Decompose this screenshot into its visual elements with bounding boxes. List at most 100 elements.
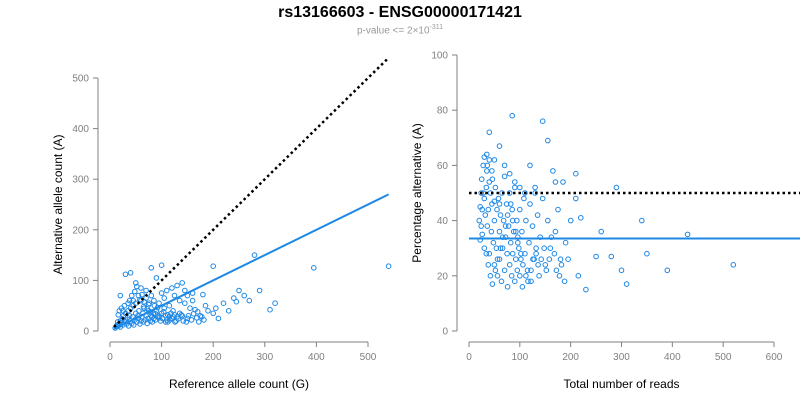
data-point (267, 306, 273, 313)
x-tick-label: 200 (562, 352, 579, 363)
data-point (541, 245, 548, 251)
data-point (121, 302, 128, 309)
data-point (478, 223, 485, 229)
y-tick-label: 300 (72, 175, 89, 186)
chart-title: rs13166603 - ENSG00000171421 (278, 4, 522, 21)
y-tick-label: 0 (83, 327, 89, 338)
data-point (512, 179, 518, 185)
y-tick-label: 40 (437, 216, 449, 227)
data-point (496, 256, 503, 263)
data-point (505, 223, 512, 229)
data-point (478, 190, 485, 196)
data-point (488, 228, 495, 235)
data-point (508, 273, 515, 279)
data-point (496, 228, 503, 235)
data-point (183, 319, 190, 325)
x-tick-label: 400 (664, 352, 681, 363)
data-point (128, 292, 135, 299)
data-point (608, 253, 615, 260)
data-point (533, 245, 539, 251)
data-point (132, 288, 138, 295)
data-point (139, 291, 145, 298)
data-point (205, 308, 211, 314)
x-tick-label: 100 (153, 352, 170, 363)
data-point (556, 273, 563, 279)
data-point (487, 273, 494, 279)
subtitle-exponent: -311 (429, 24, 444, 31)
data-point (644, 250, 650, 257)
y-axis-title: Percentage alternative (A) (410, 123, 424, 262)
data-point (495, 195, 502, 202)
data-point (489, 281, 496, 287)
x-tick-label: 200 (205, 352, 222, 363)
data-point (491, 217, 498, 224)
data-point (557, 256, 564, 263)
data-point (138, 297, 144, 304)
data-point (133, 280, 139, 286)
data-point (481, 245, 488, 251)
data-point (127, 270, 134, 276)
chart-subtitle: p-value <= 2×10-311 (0, 24, 800, 36)
data-point (484, 223, 491, 229)
data-point (516, 245, 522, 251)
data-point (482, 212, 489, 218)
data-point (233, 298, 240, 305)
data-point (492, 267, 499, 274)
data-point (561, 278, 568, 285)
data-point (504, 250, 510, 257)
x-tick-label: 300 (613, 352, 630, 363)
data-point (158, 290, 165, 296)
x-tick-label: 300 (256, 352, 273, 363)
data-point (501, 173, 508, 180)
data-point (543, 267, 550, 274)
data-point (521, 195, 527, 202)
data-point (141, 298, 147, 305)
data-point (179, 313, 185, 319)
data-point (117, 292, 124, 299)
data-point (143, 287, 149, 294)
data-point (525, 278, 531, 285)
data-point (152, 311, 159, 317)
data-point (545, 137, 551, 144)
data-point (479, 231, 486, 238)
data-point (509, 112, 516, 119)
y-tick-label: 20 (437, 271, 449, 282)
data-point (485, 206, 492, 213)
data-point (551, 250, 558, 257)
data-point (522, 190, 528, 196)
data-point (497, 245, 504, 251)
data-point (502, 223, 509, 229)
x-tick-label: 100 (511, 352, 528, 363)
data-point (517, 273, 523, 279)
x-tick-label: 0 (107, 352, 113, 363)
data-point (500, 217, 507, 224)
data-point (169, 285, 175, 291)
data-point (489, 168, 495, 174)
data-point (552, 228, 559, 235)
data-point (156, 300, 162, 307)
data-point (494, 206, 500, 213)
data-point (524, 267, 531, 274)
data-point (539, 195, 546, 202)
data-point (496, 201, 503, 207)
data-point (517, 206, 523, 213)
plot-2: 0 100 200 300 400 500 600 0 20 40 60 80 100 Total num… (410, 51, 800, 391)
data-point (529, 223, 536, 229)
data-point (126, 313, 133, 319)
data-point (523, 273, 529, 279)
data-point (520, 262, 526, 268)
data-point (491, 157, 498, 163)
y-tick-label: 500 (72, 74, 89, 85)
data-point (492, 184, 499, 191)
data-point (151, 297, 157, 304)
data-point (506, 190, 513, 196)
data-point (515, 239, 521, 246)
y-tick-label: 200 (72, 225, 89, 236)
data-point (236, 287, 242, 294)
data-point (565, 256, 571, 263)
data-point (190, 311, 197, 317)
data-point (514, 217, 520, 224)
data-point (547, 245, 554, 251)
data-point (618, 267, 625, 274)
data-point (527, 162, 533, 169)
